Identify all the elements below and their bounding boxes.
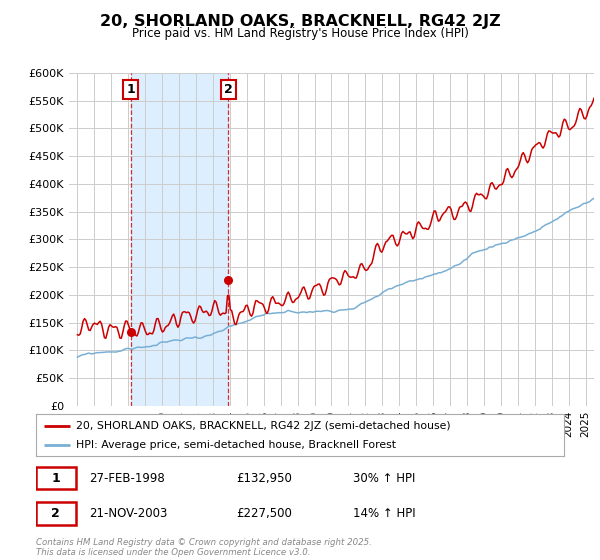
Text: 2: 2 xyxy=(224,83,232,96)
Text: 1: 1 xyxy=(127,83,135,96)
Text: 21-NOV-2003: 21-NOV-2003 xyxy=(89,507,167,520)
FancyBboxPatch shape xyxy=(36,502,76,525)
Text: 20, SHORLAND OAKS, BRACKNELL, RG42 2JZ (semi-detached house): 20, SHORLAND OAKS, BRACKNELL, RG42 2JZ (… xyxy=(76,421,450,431)
Text: 30% ↑ HPI: 30% ↑ HPI xyxy=(353,472,415,484)
FancyBboxPatch shape xyxy=(36,467,76,489)
Text: £227,500: £227,500 xyxy=(236,507,293,520)
Point xyxy=(223,275,233,284)
Text: £132,950: £132,950 xyxy=(236,472,293,484)
Text: 20, SHORLAND OAKS, BRACKNELL, RG42 2JZ: 20, SHORLAND OAKS, BRACKNELL, RG42 2JZ xyxy=(100,14,500,29)
Text: 2: 2 xyxy=(52,507,60,520)
Text: 1: 1 xyxy=(52,472,60,484)
Text: 14% ↑ HPI: 14% ↑ HPI xyxy=(353,507,415,520)
Text: 27-FEB-1998: 27-FEB-1998 xyxy=(89,472,164,484)
Text: Contains HM Land Registry data © Crown copyright and database right 2025.
This d: Contains HM Land Registry data © Crown c… xyxy=(36,538,372,557)
Point xyxy=(126,328,136,337)
Text: HPI: Average price, semi-detached house, Bracknell Forest: HPI: Average price, semi-detached house,… xyxy=(76,440,395,450)
Text: Price paid vs. HM Land Registry's House Price Index (HPI): Price paid vs. HM Land Registry's House … xyxy=(131,27,469,40)
Bar xyxy=(131,73,228,406)
